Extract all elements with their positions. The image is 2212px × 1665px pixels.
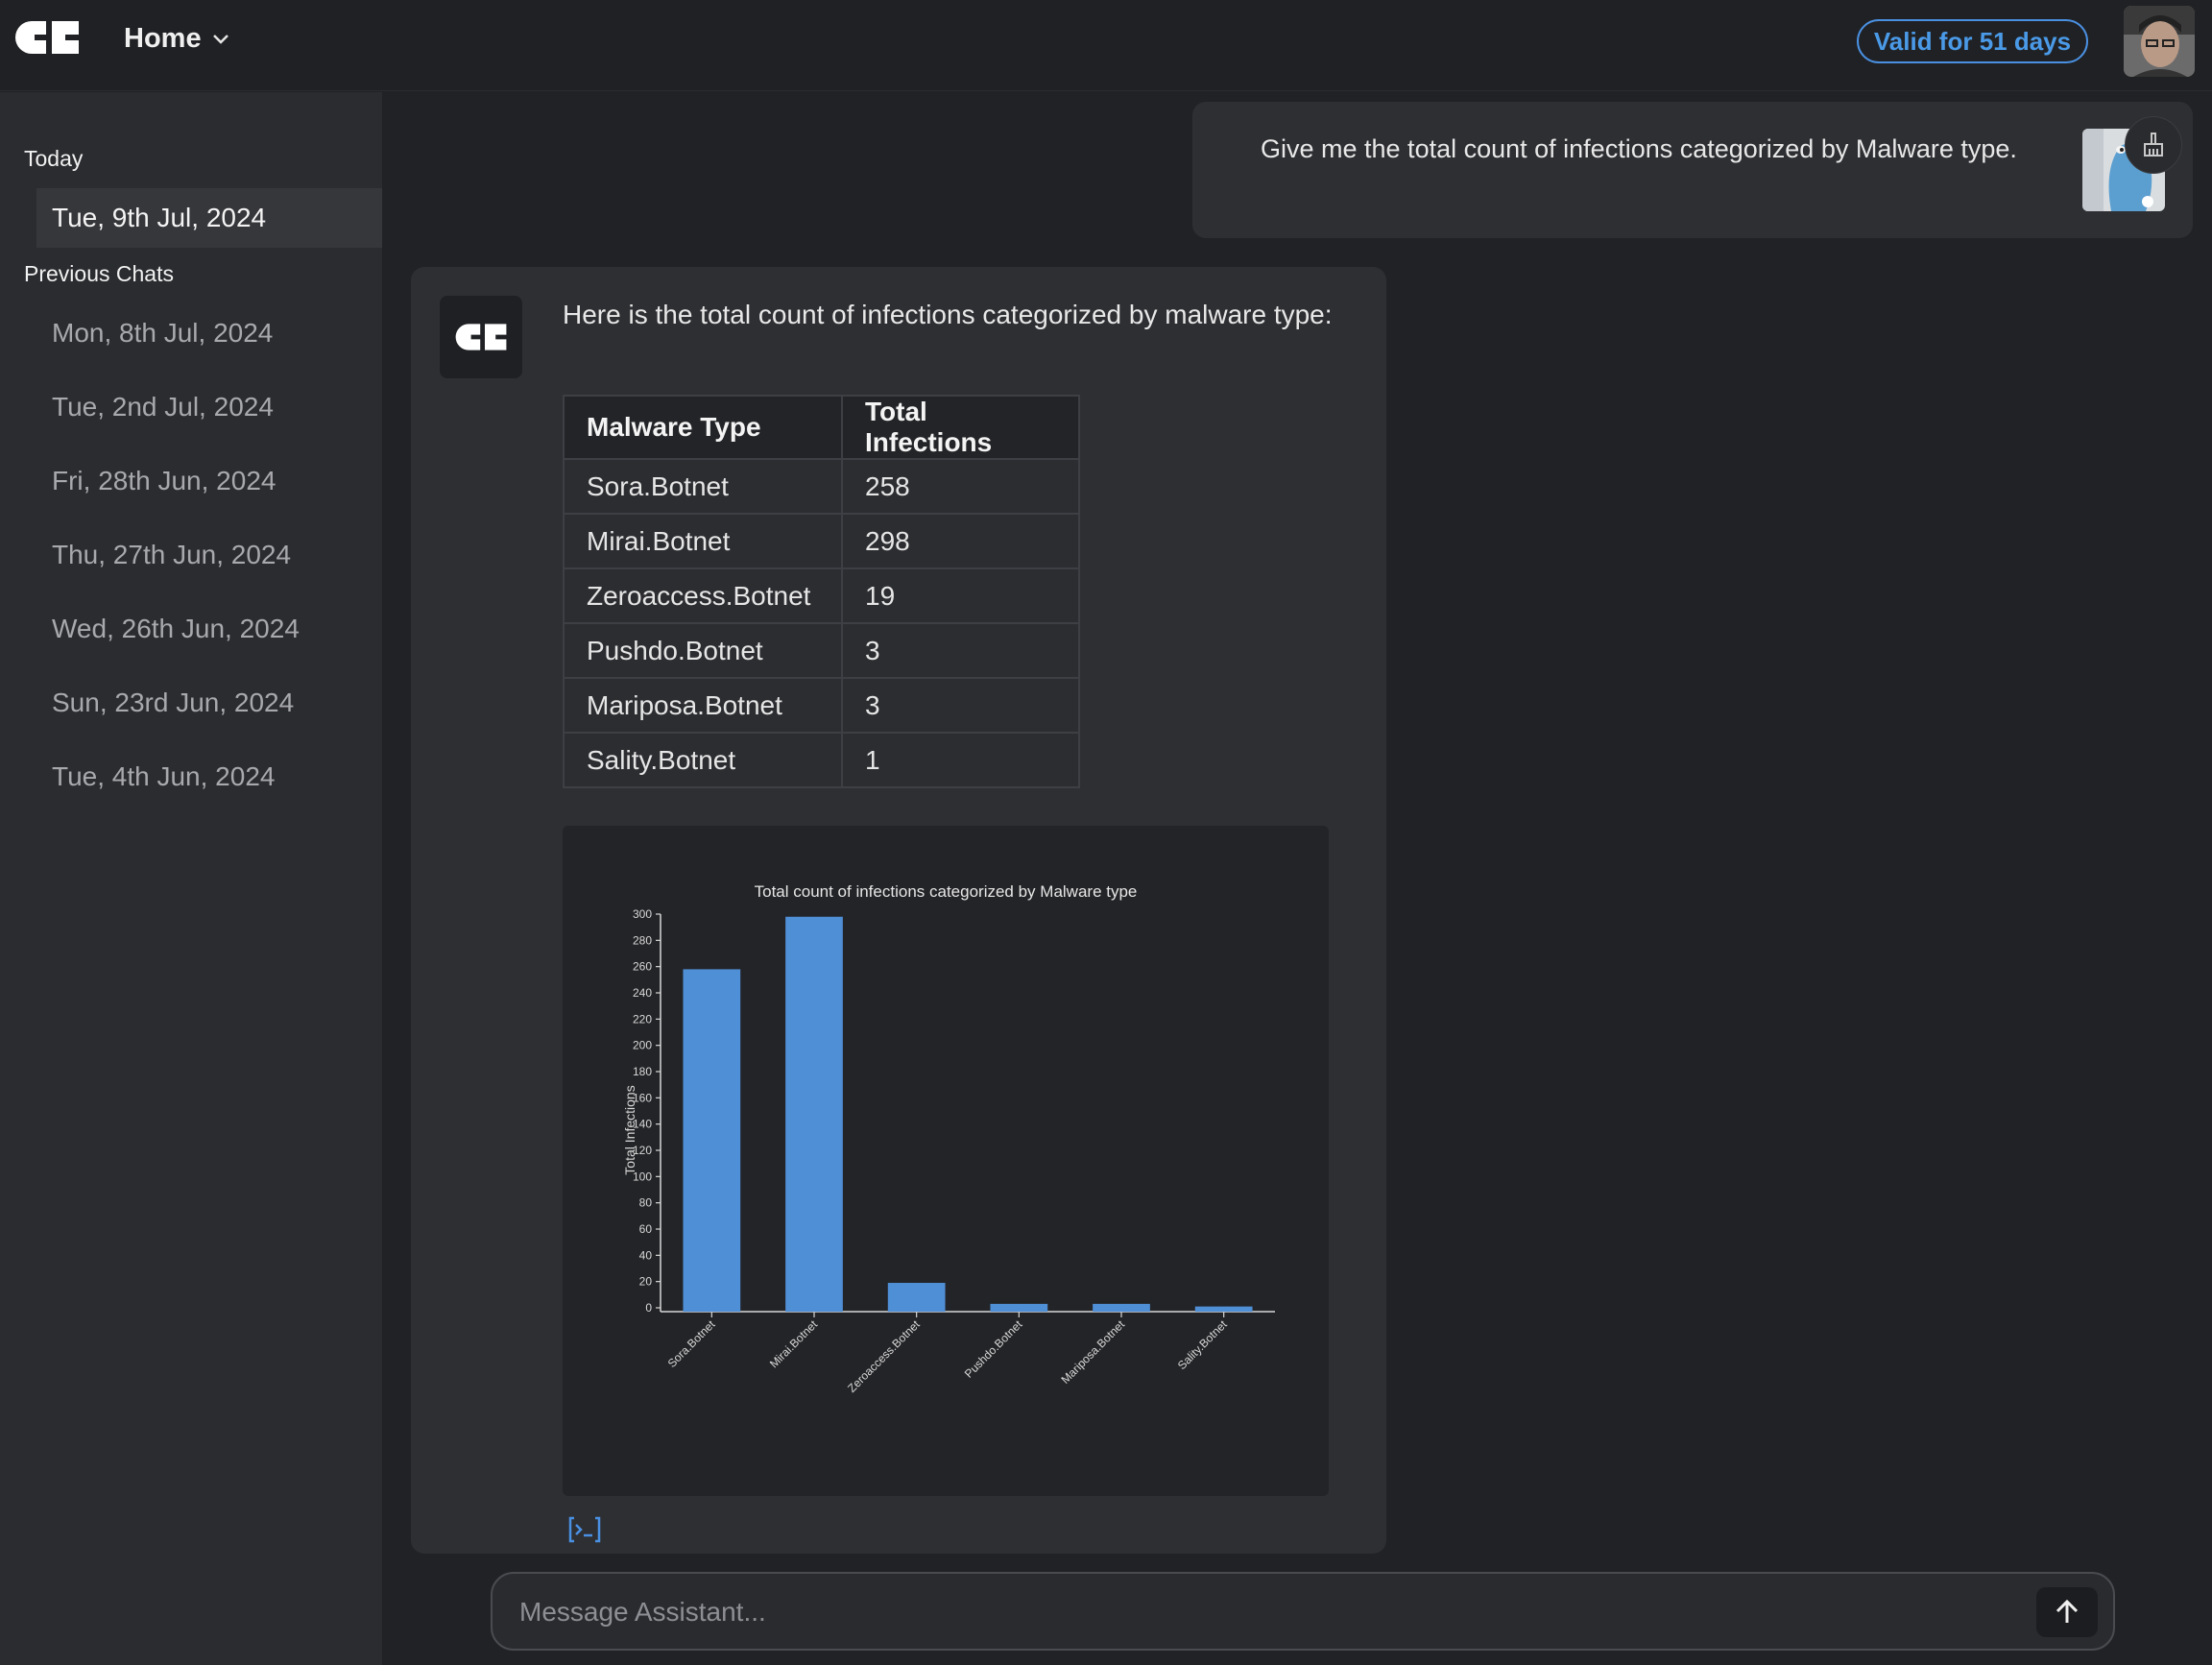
table-row: Pushdo.Botnet 3 xyxy=(563,622,1080,679)
table-row: Zeroaccess.Botnet 19 xyxy=(563,567,1080,624)
y-tick-label: 140 xyxy=(633,1118,652,1131)
y-tick-label: 20 xyxy=(639,1275,653,1289)
y-tick-label: 260 xyxy=(633,960,652,974)
y-tick-label: 160 xyxy=(633,1091,652,1104)
y-tick-label: 240 xyxy=(633,986,652,1000)
chat-item-label: Tue, 9th Jul, 2024 xyxy=(52,203,267,232)
y-tick-label: 100 xyxy=(633,1170,652,1183)
y-tick-label: 280 xyxy=(633,933,652,947)
x-tick-label: Zeroaccess.Botnet xyxy=(845,1317,923,1395)
user-avatar[interactable] xyxy=(2124,6,2195,77)
top-bar: Home Valid for 51 days xyxy=(0,0,2212,91)
send-button[interactable] xyxy=(2036,1587,2098,1637)
clear-chat-button[interactable] xyxy=(2125,116,2182,174)
y-tick-label: 80 xyxy=(639,1196,653,1210)
assistant-intro-text: Here is the total count of infections ca… xyxy=(563,300,1333,329)
sidebar-chat-item[interactable]: Thu, 27th Jun, 2024 xyxy=(36,525,382,585)
chat-item-label: Tue, 4th Jun, 2024 xyxy=(52,761,276,791)
x-tick-label: Pushdo.Botnet xyxy=(962,1317,1025,1381)
user-message-bubble: Give me the total count of infections ca… xyxy=(1192,102,2193,238)
chart-panel: Total count of infections categorized by… xyxy=(563,826,1329,1496)
message-input[interactable] xyxy=(519,1589,2017,1635)
table-cell: 1 xyxy=(841,732,1080,788)
chat-history-sidebar: Today Tue, 9th Jul, 2024 Previous Chats … xyxy=(0,92,382,1665)
table-cell: Zeroaccess.Botnet xyxy=(563,567,843,624)
assistant-message-bubble: Here is the total count of infections ca… xyxy=(411,267,1386,1554)
y-tick-label: 200 xyxy=(633,1039,652,1052)
bar xyxy=(683,969,741,1312)
sidebar-chat-item[interactable]: Wed, 26th Jun, 2024 xyxy=(36,599,382,659)
table-cell: Sora.Botnet xyxy=(563,458,843,515)
table-cell: 298 xyxy=(841,513,1080,569)
table-cell: Mariposa.Botnet xyxy=(563,677,843,734)
table-cell: Mirai.Botnet xyxy=(563,513,843,569)
table-cell: 3 xyxy=(841,677,1080,734)
chat-item-label: Thu, 27th Jun, 2024 xyxy=(52,540,292,569)
y-axis-label: Total Infections xyxy=(622,1085,637,1174)
arrow-up-icon xyxy=(2056,1599,2079,1623)
subscription-badge: Valid for 51 days xyxy=(1857,19,2088,63)
table-cell: Pushdo.Botnet xyxy=(563,622,843,679)
sidebar-chat-item[interactable]: Tue, 2nd Jul, 2024 xyxy=(36,377,382,437)
chat-item-label: Wed, 26th Jun, 2024 xyxy=(52,614,300,643)
y-tick-label: 300 xyxy=(633,907,652,921)
bar xyxy=(887,1283,946,1312)
table-cell: Sality.Botnet xyxy=(563,732,843,788)
chat-item-label: Fri, 28th Jun, 2024 xyxy=(52,466,276,495)
y-tick-label: 220 xyxy=(633,1012,652,1026)
table-row: Sora.Botnet 258 xyxy=(563,458,1080,515)
y-tick-label: 40 xyxy=(639,1248,653,1262)
previous-chats-heading: Previous Chats xyxy=(24,261,174,286)
bar xyxy=(1093,1303,1150,1312)
y-tick-label: 180 xyxy=(633,1065,652,1078)
sidebar-chat-item[interactable]: Tue, 4th Jun, 2024 xyxy=(36,747,382,807)
y-tick-label: 0 xyxy=(645,1301,652,1315)
infections-bar-chart: Total count of infections categorized by… xyxy=(622,882,1275,1395)
assistant-avatar xyxy=(440,296,522,378)
table-cell: 258 xyxy=(841,458,1080,515)
column-header: Total Infections xyxy=(841,395,1080,460)
chat-item-label: Mon, 8th Jul, 2024 xyxy=(52,318,274,348)
table-row: Mirai.Botnet 298 xyxy=(563,513,1080,569)
bar xyxy=(785,916,843,1312)
infections-table: Malware Type Total Infections Sora.Botne… xyxy=(563,395,1080,788)
x-tick-label: Mariposa.Botnet xyxy=(1058,1317,1127,1387)
broom-icon xyxy=(2144,133,2163,157)
sidebar-chat-item-active[interactable]: Tue, 9th Jul, 2024 xyxy=(36,188,382,248)
y-tick-label: 120 xyxy=(633,1144,652,1157)
table-header-row: Malware Type Total Infections xyxy=(563,395,1080,460)
assistant-logo-icon xyxy=(455,324,507,350)
table-cell: 19 xyxy=(841,567,1080,624)
home-nav-dropdown[interactable]: Home xyxy=(124,23,230,55)
table-cell: 3 xyxy=(841,622,1080,679)
chat-item-label: Sun, 23rd Jun, 2024 xyxy=(52,688,295,717)
chart-title: Total count of infections categorized by… xyxy=(755,882,1138,901)
bar xyxy=(990,1303,1048,1312)
x-tick-label: Mirai.Botnet xyxy=(767,1317,821,1371)
x-tick-label: Sora.Botnet xyxy=(665,1317,718,1370)
user-message-text: Give me the total count of infections ca… xyxy=(1261,134,2017,163)
sidebar-chat-item[interactable]: Sun, 23rd Jun, 2024 xyxy=(36,673,382,733)
chat-item-label: Tue, 2nd Jul, 2024 xyxy=(52,392,274,422)
bar xyxy=(1194,1306,1253,1312)
x-tick-label: Sality.Botnet xyxy=(1175,1317,1230,1372)
today-heading: Today xyxy=(24,146,84,171)
view-code-icon[interactable] xyxy=(567,1515,602,1544)
sidebar-chat-item[interactable]: Fri, 28th Jun, 2024 xyxy=(36,451,382,511)
y-tick-label: 60 xyxy=(639,1222,653,1236)
table-row: Sality.Botnet 1 xyxy=(563,732,1080,788)
chevron-down-icon xyxy=(212,34,228,44)
column-header: Malware Type xyxy=(563,395,843,460)
table-row: Mariposa.Botnet 3 xyxy=(563,677,1080,734)
message-composer xyxy=(491,1572,2115,1651)
home-nav-label: Home xyxy=(124,23,202,54)
sidebar-chat-item[interactable]: Mon, 8th Jul, 2024 xyxy=(36,303,382,363)
app-logo[interactable] xyxy=(13,19,81,56)
